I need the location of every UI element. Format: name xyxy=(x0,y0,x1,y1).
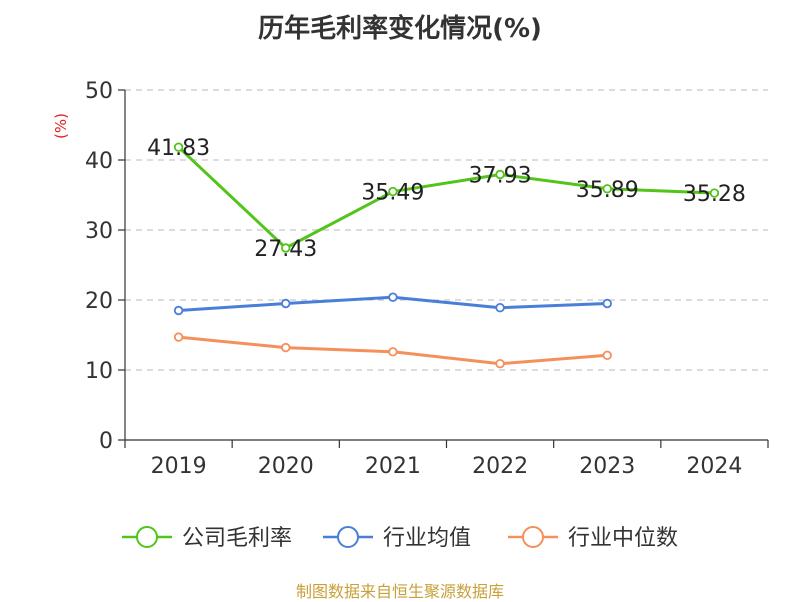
legend-label: 行业均值 xyxy=(383,526,471,551)
data-point xyxy=(602,350,612,360)
y-tick-label: 10 xyxy=(85,359,113,384)
axis-layer: 0 10 20 30 40 50 2019 2020 2021 2022 2023 2024 xyxy=(85,79,769,479)
legend: 公司毛利率 行业均值 行业中位数 xyxy=(122,526,678,551)
data-point xyxy=(495,169,505,180)
data-point xyxy=(495,359,505,369)
x-tick-label: 2023 xyxy=(579,454,635,479)
data-point xyxy=(602,184,612,194)
data-point xyxy=(495,303,505,313)
y-tick-label: 50 xyxy=(85,79,113,104)
data-point xyxy=(173,305,184,316)
chart-title: 历年毛利率变化情况(%) xyxy=(258,14,542,44)
data-point xyxy=(281,243,291,253)
data-point xyxy=(173,332,184,342)
data-point xyxy=(281,298,291,309)
data-point xyxy=(709,188,720,198)
y-tick-label: 30 xyxy=(85,219,113,244)
legend-marker xyxy=(337,526,359,548)
data-label: 27.43 xyxy=(254,237,317,262)
x-tick-label: 2024 xyxy=(686,454,742,479)
data-label: 35.89 xyxy=(576,178,639,203)
x-tick-label: 2021 xyxy=(365,454,421,479)
data-point xyxy=(388,292,398,302)
y-tick-label: 20 xyxy=(85,289,113,314)
data-label: 41.83 xyxy=(147,136,210,161)
data-source-note: 制图数据来自恒生聚源数据库 xyxy=(295,582,504,601)
legend-marker xyxy=(136,526,158,548)
series-line-1 xyxy=(177,146,715,250)
y-tick-label: 0 xyxy=(99,429,113,454)
data-point xyxy=(281,342,291,353)
legend-label: 公司毛利率 xyxy=(182,526,292,551)
legend-marker xyxy=(522,526,544,548)
legend-label: 行业中位数 xyxy=(568,526,678,551)
data-label: 37.93 xyxy=(469,163,532,188)
series-layer xyxy=(173,142,720,369)
data-label: 35.28 xyxy=(683,182,746,207)
x-tick-label: 2019 xyxy=(151,454,207,479)
data-point xyxy=(602,298,612,309)
data-point xyxy=(173,142,184,152)
x-tick-label: 2022 xyxy=(472,454,528,479)
x-tick-label: 2020 xyxy=(258,454,314,479)
data-point xyxy=(388,186,398,197)
data-label: 35.49 xyxy=(361,181,424,206)
grid-layer xyxy=(125,89,768,371)
data-point xyxy=(388,347,398,357)
data-label-layer: 41.83 27.43 35.49 37.93 35.89 35.28 xyxy=(147,136,746,262)
y-axis-label: (%) xyxy=(52,113,70,139)
y-tick-label: 40 xyxy=(85,149,113,174)
